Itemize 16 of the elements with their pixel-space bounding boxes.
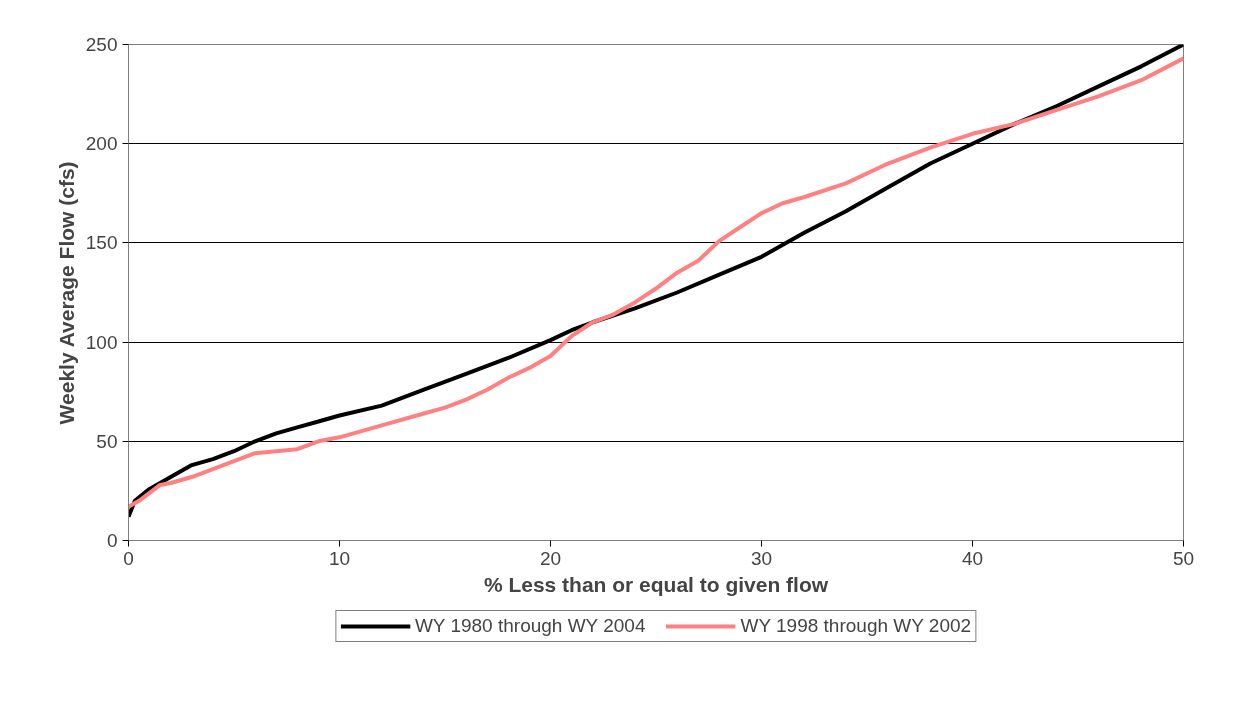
legend-label: WY 1980 through WY 2004	[414, 615, 646, 637]
y-tick-label: 150	[85, 232, 118, 254]
y-tick-label: 0	[106, 530, 118, 551]
y-axis-title: Weekly Average Flow (cfs)	[54, 161, 78, 425]
y-tick-label: 200	[85, 133, 118, 155]
y-tick-label: 100	[85, 331, 118, 353]
y-tick-label: 250	[85, 34, 118, 55]
x-tick-label: 20	[539, 547, 562, 569]
legend-label: WY 1998 through WY 2002	[740, 615, 972, 637]
x-tick-label: 0	[123, 547, 134, 569]
x-tick-label: 50	[1172, 547, 1195, 569]
x-axis-title: % Less than or equal to given flow	[483, 572, 829, 596]
x-tick-label: 40	[961, 547, 984, 569]
x-tick-label: 10	[328, 547, 351, 569]
x-tick-label: 30	[750, 547, 773, 569]
y-tick-label: 50	[96, 430, 118, 452]
